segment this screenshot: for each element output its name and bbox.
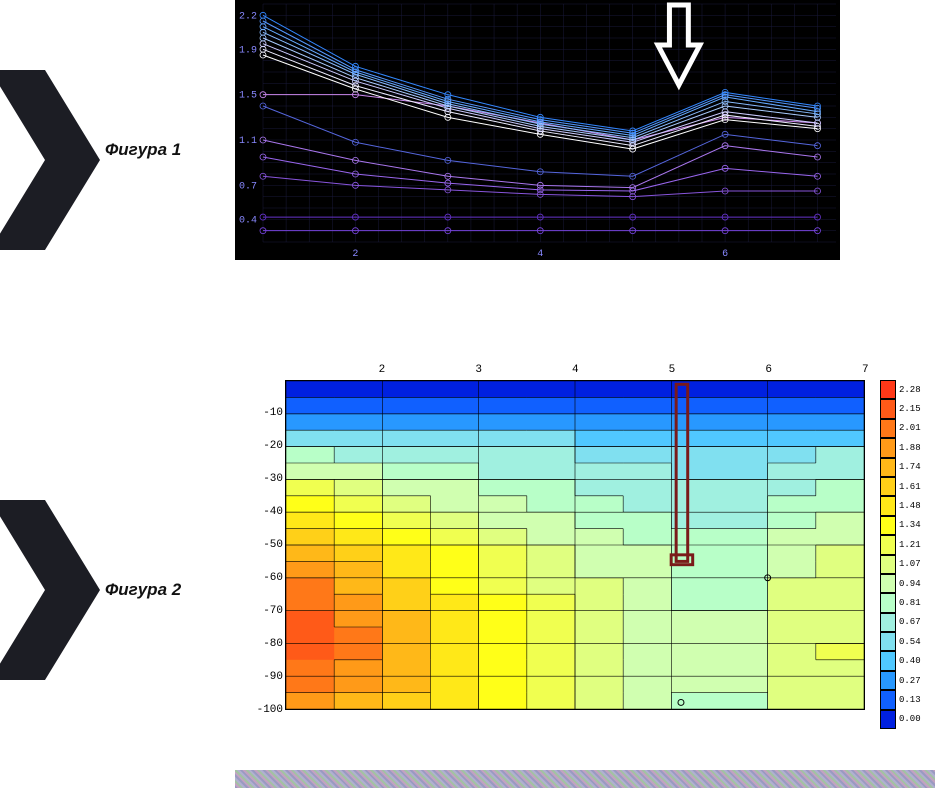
colorbar-swatch: 0.27 — [880, 671, 935, 690]
colorbar-swatch: 2.01 — [880, 419, 935, 438]
colorbar: 2.28 2.15 2.01 1.88 1.74 1.61 1.48 1.34 1.21 1.07… — [880, 380, 935, 710]
colorbar-value: 0.81 — [899, 598, 921, 608]
svg-text:6: 6 — [722, 249, 728, 260]
colorbar-value: 0.00 — [899, 714, 921, 724]
colorbar-value: 0.54 — [899, 637, 921, 647]
colorbar-value: 2.01 — [899, 423, 921, 433]
colorbar-value: 1.48 — [899, 501, 921, 511]
colorbar-value: 1.21 — [899, 540, 921, 550]
x-tick: 7 — [862, 364, 869, 376]
colorbar-swatch: 1.34 — [880, 516, 935, 535]
svg-text:1.9: 1.9 — [239, 45, 257, 56]
colorbar-value: 2.15 — [899, 404, 921, 414]
figure2-label: Фигура 2 — [105, 580, 181, 600]
noise-strip — [235, 770, 935, 788]
y-tick: -50 — [255, 539, 283, 551]
y-tick: -40 — [255, 506, 283, 518]
heatmap-plot — [285, 380, 865, 710]
colorbar-swatch: 1.88 — [880, 438, 935, 457]
colorbar-swatch: 2.15 — [880, 399, 935, 418]
colorbar-swatch: 0.13 — [880, 690, 935, 709]
x-tick: 4 — [572, 364, 579, 376]
svg-text:4: 4 — [537, 249, 543, 260]
svg-text:1.1: 1.1 — [239, 136, 257, 147]
colorbar-value: 1.88 — [899, 443, 921, 453]
colorbar-value: 0.67 — [899, 617, 921, 627]
colorbar-value: 0.13 — [899, 695, 921, 705]
y-tick: -60 — [255, 572, 283, 584]
svg-text:1.5: 1.5 — [239, 91, 257, 102]
chevron-decoration-1 — [0, 70, 80, 210]
colorbar-value: 0.40 — [899, 656, 921, 666]
svg-text:2.2: 2.2 — [239, 11, 257, 22]
colorbar-swatch: 1.21 — [880, 535, 935, 554]
x-tick: 5 — [669, 364, 676, 376]
x-tick: 2 — [379, 364, 386, 376]
y-tick: -80 — [255, 638, 283, 650]
colorbar-swatch: 0.54 — [880, 632, 935, 651]
colorbar-swatch: 0.67 — [880, 613, 935, 632]
colorbar-value: 1.74 — [899, 462, 921, 472]
colorbar-swatch: 0.81 — [880, 593, 935, 612]
colorbar-value: 0.94 — [899, 579, 921, 589]
y-tick: -30 — [255, 473, 283, 485]
colorbar-swatch: 1.07 — [880, 555, 935, 574]
colorbar-swatch: 1.61 — [880, 477, 935, 496]
y-tick: -90 — [255, 671, 283, 683]
colorbar-swatch: 1.74 — [880, 458, 935, 477]
colorbar-value: 0.27 — [899, 676, 921, 686]
chevron-decoration-2 — [0, 500, 80, 640]
colorbar-swatch: 2.28 — [880, 380, 935, 399]
y-tick: -100 — [255, 704, 283, 716]
svg-text:2: 2 — [352, 249, 358, 260]
colorbar-swatch: 0.94 — [880, 574, 935, 593]
figure2-chart: 2.28 2.15 2.01 1.88 1.74 1.61 1.48 1.34 1.21 1.07… — [235, 360, 935, 755]
y-tick: -10 — [255, 407, 283, 419]
figure1-label: Фигура 1 — [105, 140, 181, 160]
x-tick: 6 — [765, 364, 772, 376]
colorbar-value: 1.61 — [899, 482, 921, 492]
figure1-chart: 0.4 0.7 1.1 1.5 1.9 2.2 2 4 6 — [235, 0, 840, 260]
colorbar-swatch: 0.40 — [880, 651, 935, 670]
colorbar-value: 1.34 — [899, 520, 921, 530]
y-tick: -20 — [255, 440, 283, 452]
x-tick: 3 — [475, 364, 482, 376]
colorbar-value: 2.28 — [899, 385, 921, 395]
colorbar-swatch: 0.00 — [880, 710, 935, 729]
svg-text:0.7: 0.7 — [239, 181, 257, 192]
svg-text:0.4: 0.4 — [239, 215, 257, 226]
colorbar-swatch: 1.48 — [880, 496, 935, 515]
y-tick: -70 — [255, 605, 283, 617]
colorbar-value: 1.07 — [899, 559, 921, 569]
